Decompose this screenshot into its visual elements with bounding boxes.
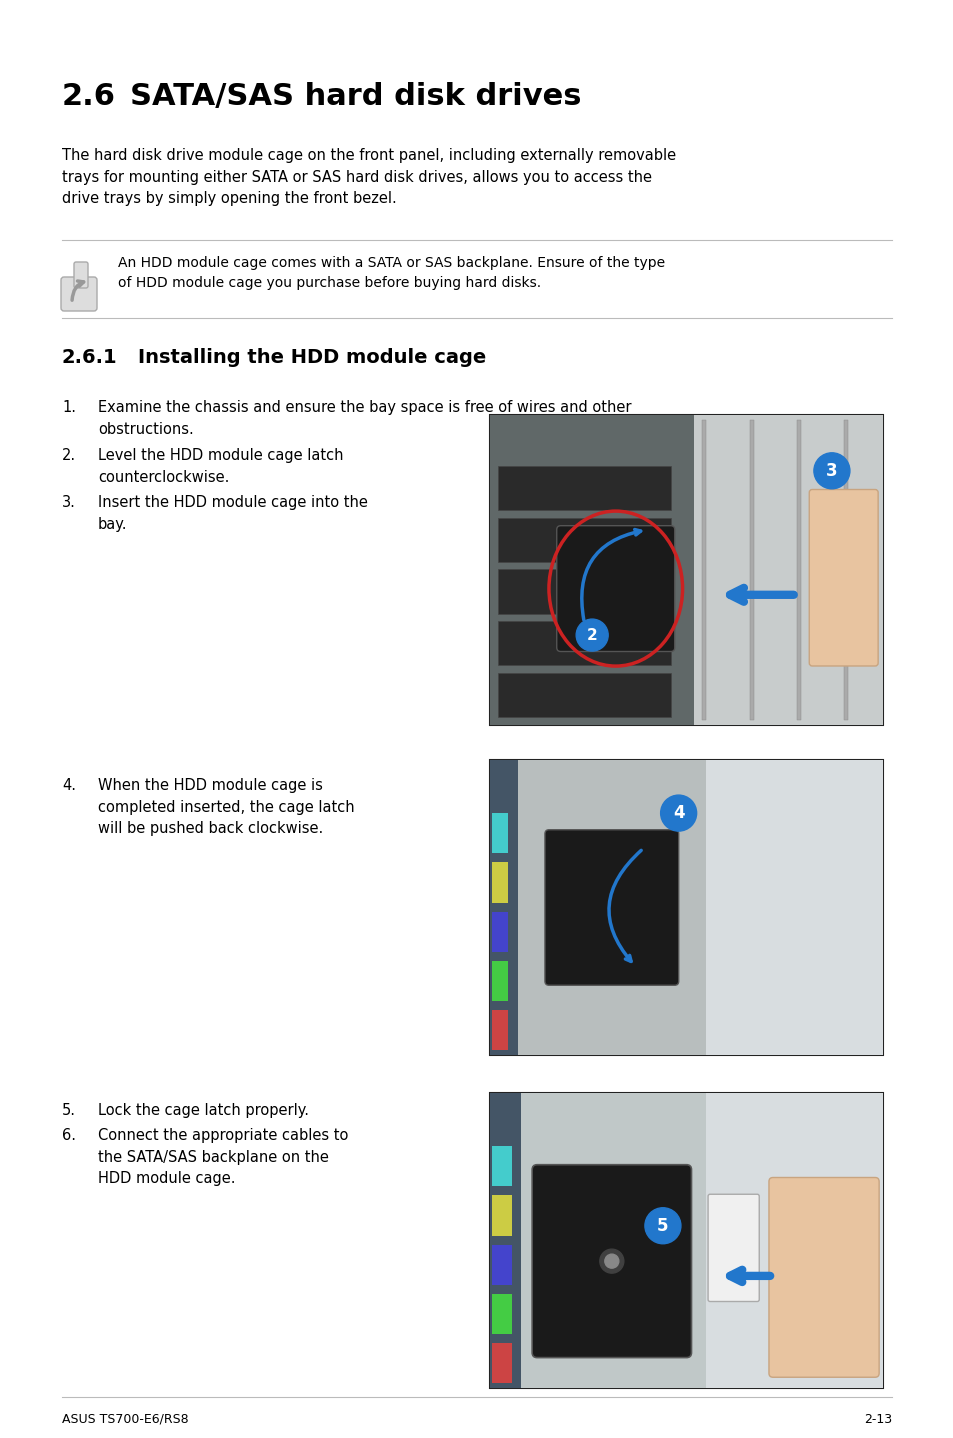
FancyBboxPatch shape (497, 569, 670, 614)
FancyBboxPatch shape (490, 1093, 882, 1388)
FancyBboxPatch shape (768, 1178, 879, 1378)
FancyBboxPatch shape (492, 1343, 511, 1383)
FancyBboxPatch shape (490, 761, 882, 1055)
Text: 2.6: 2.6 (62, 82, 116, 111)
FancyBboxPatch shape (492, 961, 507, 1001)
FancyBboxPatch shape (497, 673, 670, 718)
FancyBboxPatch shape (492, 863, 507, 903)
Text: 3.: 3. (62, 495, 76, 510)
Text: 5: 5 (657, 1217, 668, 1235)
FancyBboxPatch shape (701, 420, 705, 720)
FancyBboxPatch shape (843, 420, 847, 720)
Text: 2.: 2. (62, 449, 76, 463)
FancyBboxPatch shape (749, 420, 753, 720)
Text: Connect the appropriate cables to
the SATA/SAS backplane on the
HDD module cage.: Connect the appropriate cables to the SA… (98, 1127, 348, 1186)
Text: 5.: 5. (62, 1103, 76, 1117)
FancyBboxPatch shape (492, 1146, 511, 1186)
FancyBboxPatch shape (705, 761, 882, 1055)
FancyBboxPatch shape (707, 1194, 759, 1301)
FancyBboxPatch shape (492, 912, 507, 952)
Text: 2: 2 (586, 627, 597, 643)
FancyBboxPatch shape (705, 1093, 882, 1388)
Text: Insert the HDD module cage into the
bay.: Insert the HDD module cage into the bay. (98, 495, 368, 532)
Text: Examine the chassis and ensure the bay space is free of wires and other
obstruct: Examine the chassis and ensure the bay s… (98, 400, 631, 437)
FancyBboxPatch shape (490, 761, 517, 1055)
FancyBboxPatch shape (557, 526, 674, 651)
FancyBboxPatch shape (497, 466, 670, 510)
FancyBboxPatch shape (492, 1244, 511, 1284)
Text: 6.: 6. (62, 1127, 76, 1143)
FancyBboxPatch shape (808, 489, 877, 666)
FancyBboxPatch shape (497, 518, 670, 562)
FancyBboxPatch shape (497, 621, 670, 666)
Text: An HDD module cage comes with a SATA or SAS backplane. Ensure of the type
of HDD: An HDD module cage comes with a SATA or … (118, 256, 664, 290)
Text: 2.6.1: 2.6.1 (62, 348, 117, 367)
Circle shape (604, 1254, 618, 1268)
FancyBboxPatch shape (492, 1195, 511, 1235)
FancyBboxPatch shape (61, 278, 97, 311)
Text: 4.: 4. (62, 778, 76, 792)
Text: 3: 3 (825, 462, 837, 480)
Text: When the HDD module cage is
completed inserted, the cage latch
will be pushed ba: When the HDD module cage is completed in… (98, 778, 355, 837)
FancyBboxPatch shape (490, 761, 705, 1055)
Circle shape (576, 620, 608, 651)
FancyBboxPatch shape (544, 830, 678, 985)
Text: Level the HDD module cage latch
counterclockwise.: Level the HDD module cage latch counterc… (98, 449, 343, 485)
FancyBboxPatch shape (694, 416, 882, 725)
Text: Installing the HDD module cage: Installing the HDD module cage (138, 348, 486, 367)
FancyBboxPatch shape (492, 1294, 511, 1334)
FancyBboxPatch shape (532, 1165, 691, 1357)
FancyBboxPatch shape (490, 1093, 521, 1388)
Circle shape (644, 1208, 680, 1244)
FancyBboxPatch shape (490, 416, 882, 725)
Circle shape (599, 1250, 623, 1273)
Circle shape (813, 453, 849, 489)
Text: ASUS TS700-E6/RS8: ASUS TS700-E6/RS8 (62, 1414, 189, 1426)
FancyBboxPatch shape (492, 814, 507, 853)
FancyBboxPatch shape (74, 262, 88, 288)
Text: 1.: 1. (62, 400, 76, 416)
Text: Lock the cage latch properly.: Lock the cage latch properly. (98, 1103, 309, 1117)
Text: 2-13: 2-13 (863, 1414, 891, 1426)
Text: SATA/SAS hard disk drives: SATA/SAS hard disk drives (130, 82, 581, 111)
FancyBboxPatch shape (490, 416, 694, 725)
Circle shape (659, 795, 696, 831)
FancyBboxPatch shape (492, 1009, 507, 1050)
FancyBboxPatch shape (490, 1093, 882, 1388)
Text: 4: 4 (672, 804, 683, 823)
Text: The hard disk drive module cage on the front panel, including externally removab: The hard disk drive module cage on the f… (62, 148, 676, 206)
FancyBboxPatch shape (796, 420, 800, 720)
